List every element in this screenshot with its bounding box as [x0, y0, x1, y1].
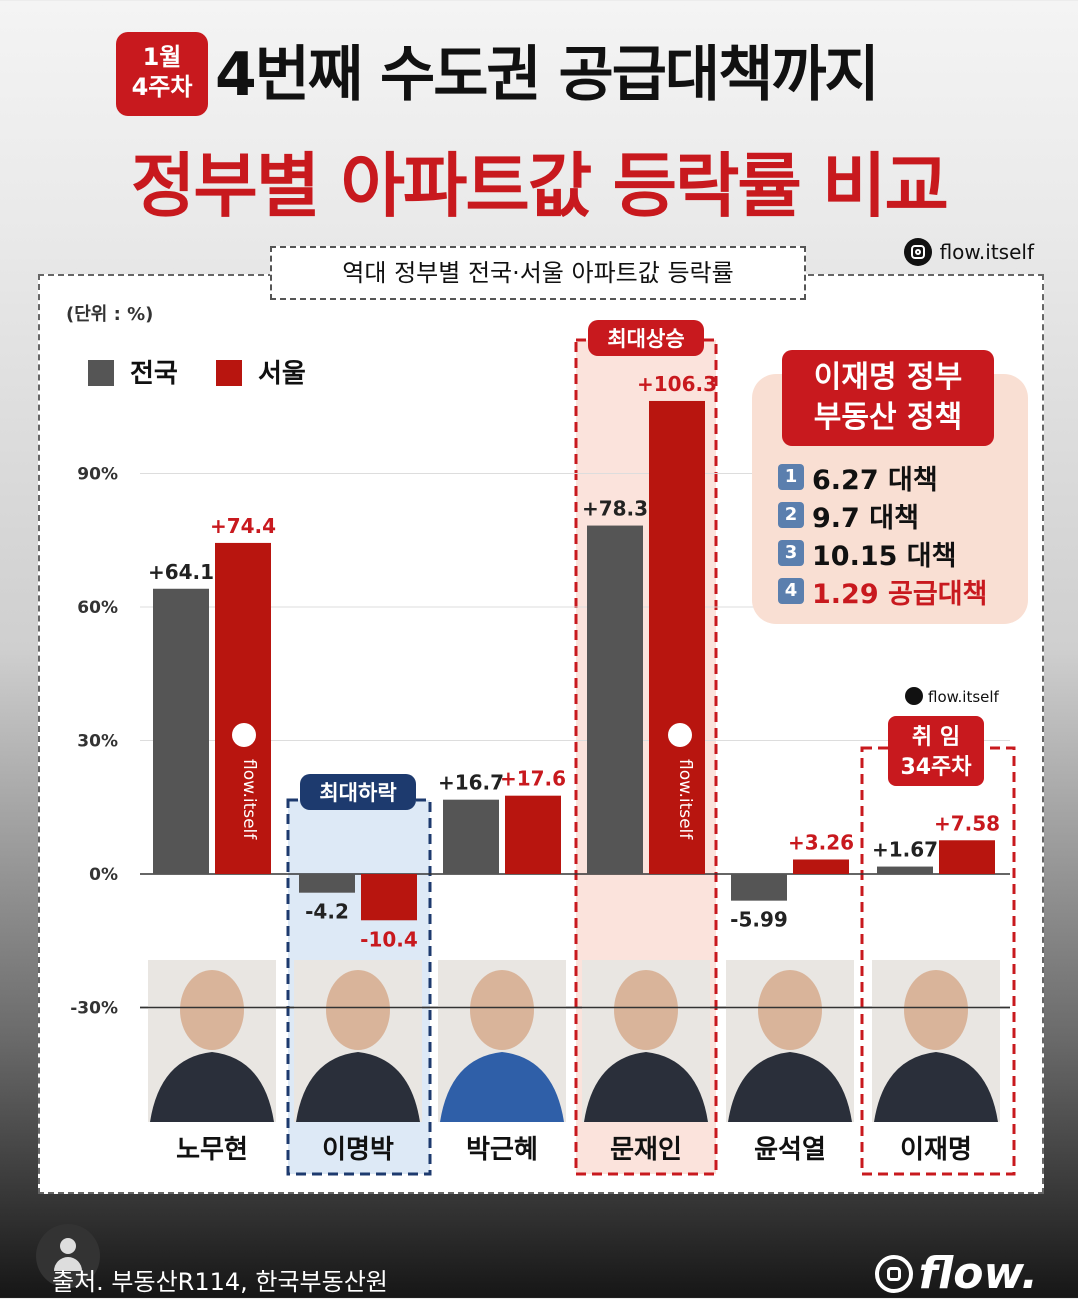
y-tick-label: 0%: [89, 865, 118, 885]
number-3-icon: 3: [778, 540, 804, 566]
tenure-label-1: 취 임: [912, 725, 960, 750]
max-fall-badge: [300, 774, 416, 810]
bar-seoul: [649, 400, 705, 874]
bar-national: [877, 866, 933, 874]
instagram-logo-icon: [874, 1254, 913, 1293]
portrait-face: [180, 970, 244, 1050]
portrait-body: [440, 1052, 564, 1122]
instagram-icon: [903, 238, 932, 266]
y-tick-label: 30%: [77, 732, 118, 752]
unit-label: (단위 : %): [66, 304, 153, 325]
policy-list: 1 6.27 대책 2 9.7 대책 3 10.15 대책 4 1.29 공급대…: [778, 458, 987, 610]
number-4-icon: 4: [778, 578, 804, 604]
bar-national: [299, 874, 355, 893]
policy-item-label: 1.29 공급대책: [812, 578, 988, 610]
flow-logo-text: flow.: [918, 1248, 1038, 1299]
policy-item: 4 1.29 공급대책: [778, 572, 987, 610]
policy-item-label: 6.27 대책: [812, 464, 938, 496]
max-fall-label: 최대하락: [319, 781, 396, 805]
policy-box-title: 이재명 정부 부동산 정책: [782, 350, 994, 446]
data-label: -4.2: [305, 900, 349, 924]
tenure-label-2: 34주차: [900, 755, 972, 780]
portrait-body: [584, 1052, 708, 1122]
bar-national: [443, 799, 499, 874]
chart-title: 역대 정부별 전국·서울 아파트값 등락률: [270, 246, 806, 300]
source-note: 출처. 부동산R114, 한국부동산원: [52, 1268, 388, 1296]
badge-week: 4주차: [131, 73, 193, 101]
portrait-body: [296, 1052, 420, 1122]
portrait-face: [758, 970, 822, 1050]
bar-seoul: [361, 874, 417, 921]
badge-month: 1월: [142, 43, 182, 71]
policy-item-label: 9.7 대책: [812, 502, 919, 534]
bar-national: [153, 588, 209, 874]
category-label: 박근혜: [466, 1135, 538, 1165]
y-tick-label: 90%: [77, 465, 118, 485]
policy-item: 3 10.15 대책: [778, 534, 987, 572]
data-label: +78.3: [582, 497, 648, 521]
data-label: +7.58: [934, 811, 1000, 835]
category-label: 문재인: [610, 1135, 682, 1165]
category-label: 이재명: [900, 1135, 972, 1165]
data-label: -5.99: [730, 908, 788, 932]
policy-title-line-1: 이재명 정부: [813, 360, 963, 395]
week-badge: 1월 4주차: [116, 32, 208, 116]
bar-seoul: [215, 542, 271, 874]
legend-swatch: [88, 360, 114, 386]
portrait-body: [874, 1052, 998, 1122]
policy-item-label: 10.15 대책: [812, 540, 957, 572]
bar-seoul: [793, 859, 849, 874]
legend-swatch: [216, 360, 242, 386]
bar-seoul: [939, 840, 995, 874]
instagram-icon: [905, 687, 923, 705]
watermark-handle: flow.itself: [239, 759, 259, 840]
number-2-icon: 2: [778, 502, 804, 528]
bar-national: [587, 525, 643, 874]
instagram-handle-text: flow.itself: [939, 240, 1034, 264]
flow-logo: flow.: [874, 1248, 1038, 1299]
portrait-body: [150, 1052, 274, 1122]
profile-avatar-icon[interactable]: [36, 1224, 100, 1288]
instagram-handle[interactable]: flow.itself: [903, 238, 1034, 266]
portrait-face: [470, 970, 534, 1050]
policy-item: 1 6.27 대책: [778, 458, 987, 496]
title-line-1: 4번째 수도권 공급대책까지: [215, 40, 880, 110]
data-label: +3.26: [788, 830, 854, 854]
instagram-icon: [232, 723, 256, 747]
watermark-handle: flow.itself: [928, 688, 1000, 706]
portrait-body: [728, 1052, 852, 1122]
data-label: +106.3: [637, 372, 717, 396]
legend-label: 전국: [130, 359, 178, 389]
max-rise-label: 최대상승: [607, 327, 684, 351]
max-rise-badge: [588, 320, 704, 356]
category-label: 노무현: [176, 1135, 248, 1165]
data-label: +64.1: [148, 560, 214, 584]
bar-national: [731, 874, 787, 901]
y-tick-label: 60%: [77, 598, 118, 618]
data-label: +16.7: [438, 771, 504, 795]
bar-seoul: [505, 795, 561, 874]
title-line-2: 정부별 아파트값 등락률 비교: [131, 145, 949, 227]
data-label: +74.4: [210, 514, 276, 538]
policy-title-line-2: 부동산 정책: [813, 400, 963, 435]
instagram-icon: [668, 723, 692, 747]
portrait-face: [326, 970, 390, 1050]
data-label: +1.67: [872, 838, 938, 862]
tenure-badge: [888, 716, 984, 786]
portrait-face: [904, 970, 968, 1050]
number-1-icon: 1: [778, 464, 804, 490]
policy-item: 2 9.7 대책: [778, 496, 987, 534]
data-label: +17.6: [500, 767, 566, 791]
portrait-face: [614, 970, 678, 1050]
category-label: 이명박: [322, 1135, 394, 1165]
watermark-handle: flow.itself: [675, 759, 695, 840]
data-label: -10.4: [360, 927, 418, 951]
legend-label: 서울: [258, 359, 306, 389]
y-tick-label: -30%: [70, 999, 118, 1019]
category-label: 윤석열: [754, 1135, 826, 1165]
